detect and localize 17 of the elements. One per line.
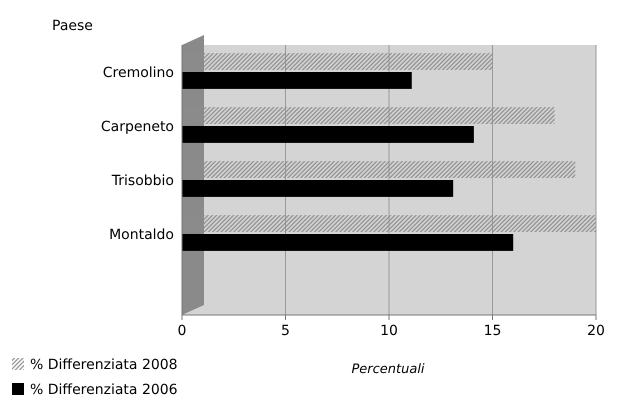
x-axis-title: Percentuali [351, 362, 425, 377]
x-tick-label: 20 [587, 323, 605, 339]
legend-label: % Differenziata 2006 [30, 382, 178, 398]
bar [182, 234, 514, 251]
x-tick-label: 10 [380, 323, 398, 339]
bar [182, 126, 474, 143]
bar [182, 72, 412, 89]
x-tick-label: 0 [178, 323, 186, 339]
legend-label: % Differenziata 2008 [30, 357, 178, 373]
y-tick-label: Trisobbio [110, 173, 174, 189]
y-tick-label: Carpeneto [100, 119, 174, 135]
y-tick-label: Cremolino [102, 65, 174, 81]
bar [182, 180, 454, 197]
y-axis-title: Paese [52, 18, 93, 34]
x-tick-label: 5 [281, 323, 290, 339]
x-tick-label: 15 [484, 323, 502, 339]
y-tick-label: Montaldo [109, 227, 174, 243]
